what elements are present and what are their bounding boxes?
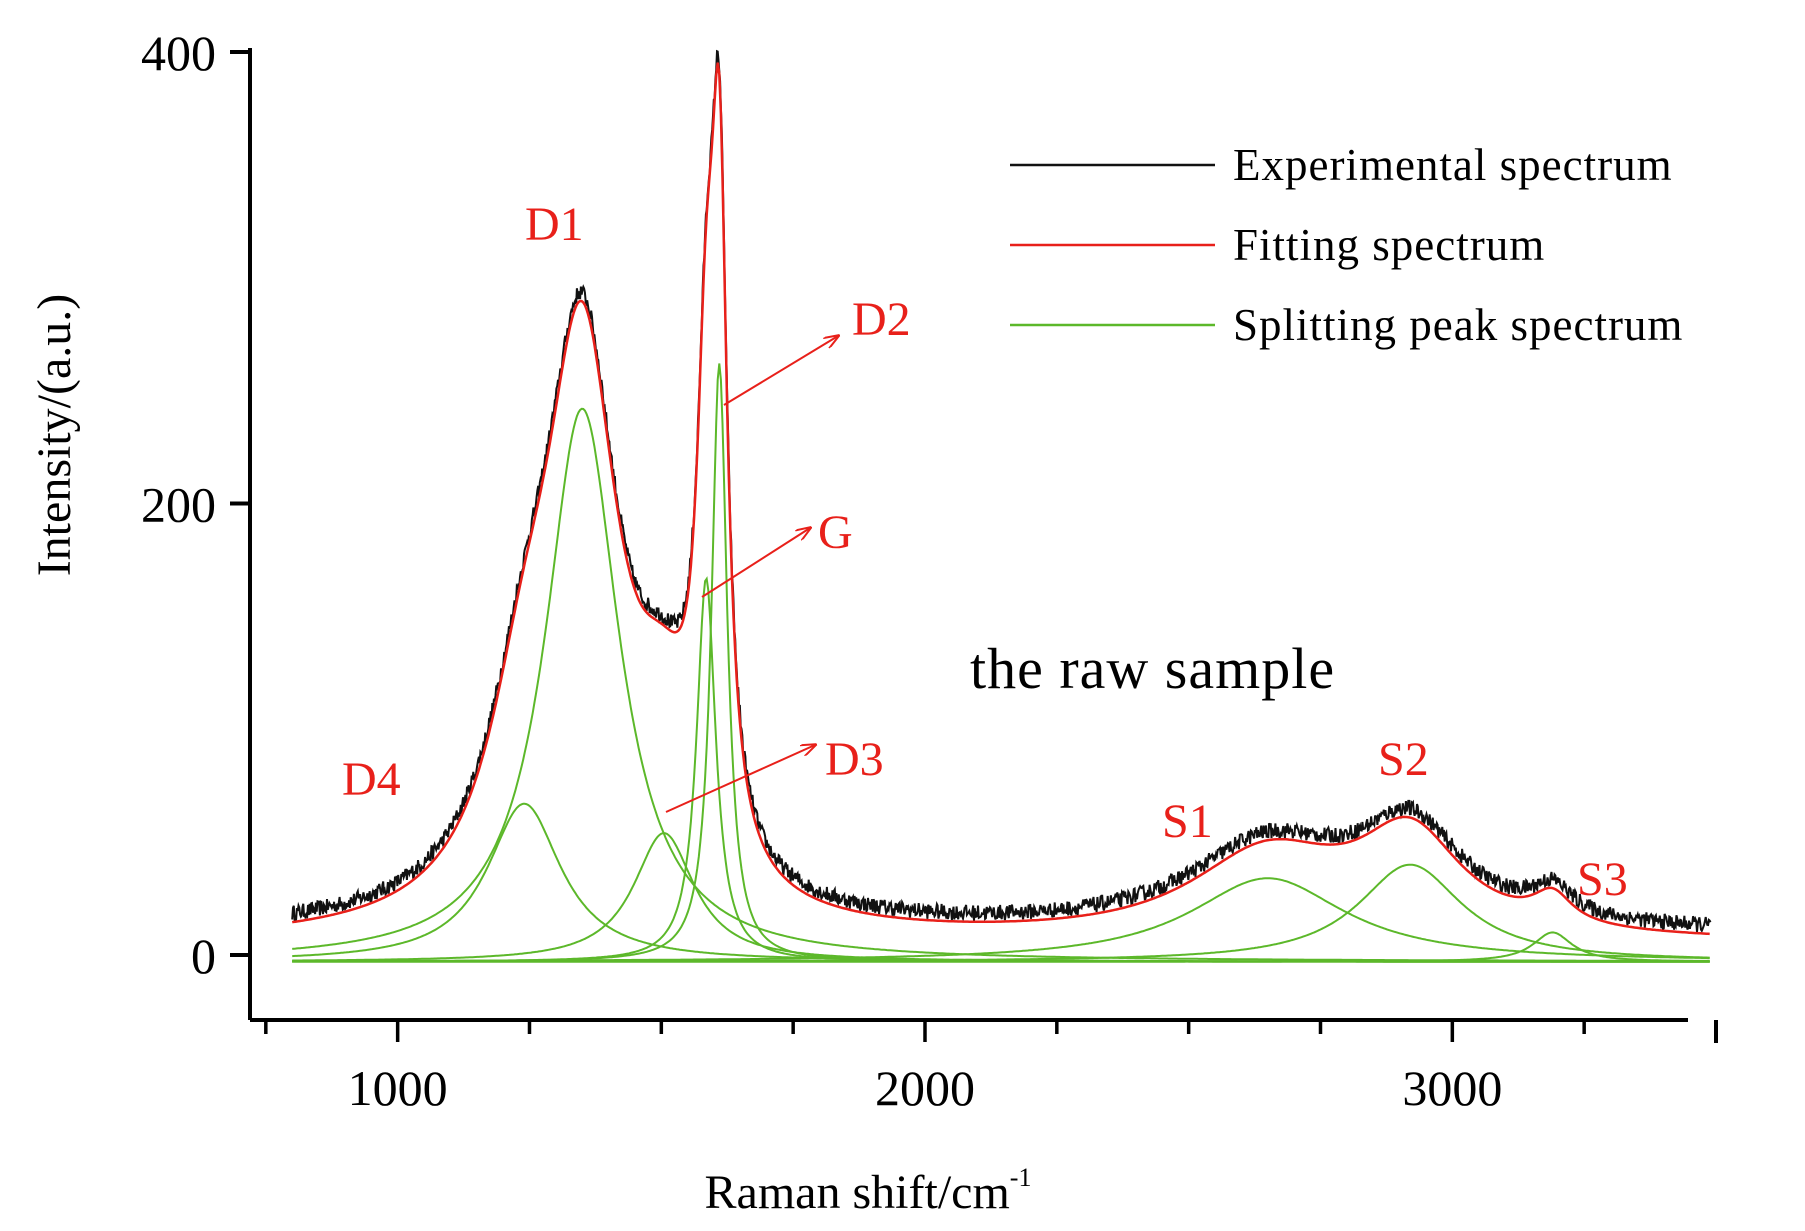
- peak-label-d2: D2: [852, 293, 911, 346]
- legend-label-splitting: Splitting peak spectrum: [1233, 300, 1683, 350]
- splitting-peak-d1: [292, 407, 1710, 962]
- x-tick-label: 3000: [1402, 1060, 1502, 1116]
- splitting-peak-curves: [292, 363, 1710, 963]
- g-arrow: [701, 528, 810, 598]
- fitting-spectrum-line: [291, 62, 1710, 936]
- legend-label-fitting: Fitting spectrum: [1233, 220, 1545, 270]
- legend: Experimental spectrum Fitting spectrum S…: [1010, 140, 1683, 350]
- peak-label-s2: S2: [1378, 733, 1429, 786]
- x-tick-label: 2000: [875, 1060, 975, 1116]
- y-tick-label: 400: [141, 25, 216, 81]
- splitting-peak-d3: [292, 832, 1710, 963]
- x-ticks: 1000 2000 3000: [264, 1020, 1718, 1116]
- y-axis-title: Intensity/(a.u.): [28, 294, 81, 577]
- d3-arrow: [665, 745, 815, 813]
- x-axis-title: Raman shift/cm-1: [705, 1163, 1032, 1219]
- y-tick-label: 200: [141, 477, 216, 533]
- peak-label-d1: D1: [525, 198, 584, 251]
- legend-label-experimental: Experimental spectrum: [1233, 140, 1673, 190]
- peak-label-g: G: [818, 506, 853, 559]
- x-tick-label: 1000: [348, 1060, 448, 1116]
- peak-label-d3: D3: [825, 733, 884, 786]
- peak-label-d4: D4: [342, 753, 401, 806]
- y-tick-label: 0: [191, 928, 216, 984]
- experimental-spectrum-line: [291, 49, 1712, 933]
- y-ticks: 0 200 400: [141, 25, 250, 984]
- splitting-peak-s3: [292, 931, 1710, 963]
- peak-label-s3: S3: [1577, 853, 1628, 906]
- sample-annotation: the raw sample: [970, 636, 1335, 701]
- peak-label-s1: S1: [1162, 795, 1213, 848]
- d2-arrow: [723, 336, 838, 406]
